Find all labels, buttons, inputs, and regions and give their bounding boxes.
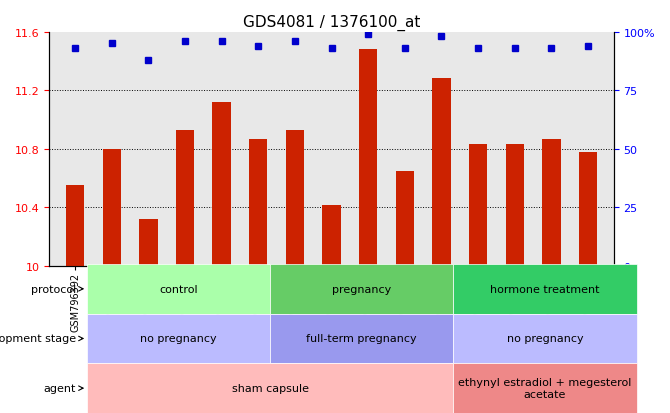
Bar (542, 139, 561, 266)
Bar (322, 205, 341, 266)
Title: GDS4081 / 1376100_at: GDS4081 / 1376100_at (243, 15, 420, 31)
Bar (396, 171, 414, 266)
Bar (286, 131, 304, 266)
FancyBboxPatch shape (270, 314, 454, 363)
Bar (359, 50, 377, 266)
Text: full-term pregnancy: full-term pregnancy (306, 334, 417, 344)
FancyBboxPatch shape (87, 363, 454, 413)
Bar (176, 131, 194, 266)
Text: no pregnancy: no pregnancy (507, 334, 584, 344)
FancyBboxPatch shape (87, 314, 270, 363)
Text: sham capsule: sham capsule (232, 383, 309, 393)
FancyBboxPatch shape (454, 314, 636, 363)
Bar (249, 139, 267, 266)
Bar (432, 79, 451, 266)
Bar (139, 220, 157, 266)
FancyBboxPatch shape (87, 264, 270, 314)
Text: protocol: protocol (31, 284, 83, 294)
FancyBboxPatch shape (270, 264, 454, 314)
Text: agent: agent (44, 383, 83, 393)
Bar (103, 150, 121, 266)
Text: control: control (159, 284, 198, 294)
Text: ethynyl estradiol + megesterol
acetate: ethynyl estradiol + megesterol acetate (458, 377, 632, 399)
Text: no pregnancy: no pregnancy (140, 334, 217, 344)
Bar (212, 103, 231, 266)
Bar (66, 186, 84, 266)
FancyBboxPatch shape (454, 264, 636, 314)
Bar (579, 152, 597, 266)
Bar (506, 145, 524, 266)
Bar (469, 145, 487, 266)
Text: pregnancy: pregnancy (332, 284, 391, 294)
FancyBboxPatch shape (454, 363, 636, 413)
Text: hormone treatment: hormone treatment (490, 284, 600, 294)
Text: development stage: development stage (0, 334, 83, 344)
